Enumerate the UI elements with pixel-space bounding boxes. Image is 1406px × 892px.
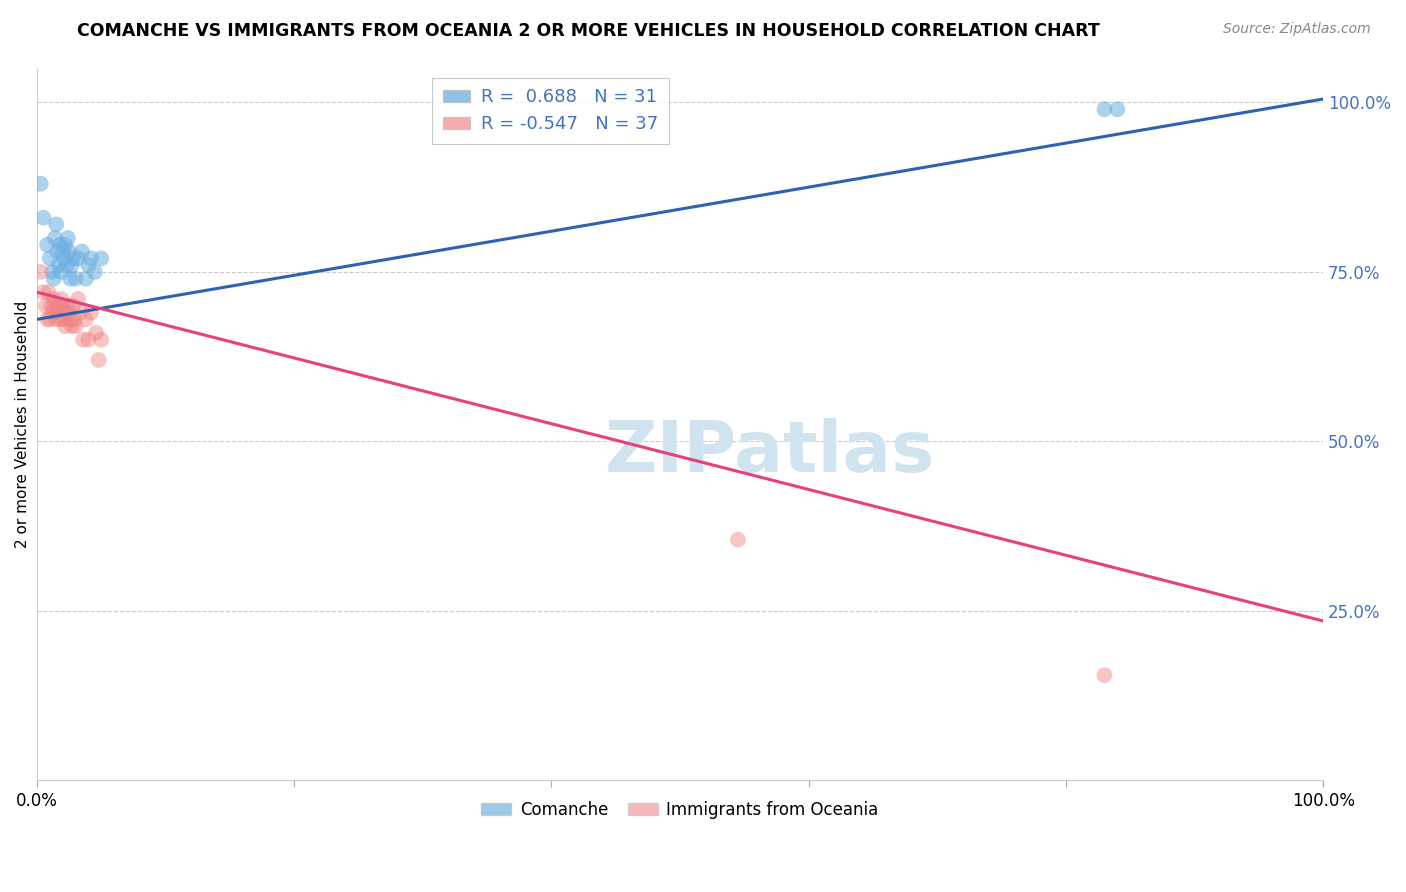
Point [90, 333, 112, 347]
Point [62, 299, 84, 313]
Point [727, 533, 749, 547]
Point [80, 252, 103, 266]
Point [38, 285, 60, 300]
Text: COMANCHE VS IMMIGRANTS FROM OCEANIA 2 OR MORE VEHICLES IN HOUSEHOLD CORRELATION : COMANCHE VS IMMIGRANTS FROM OCEANIA 2 OR… [77, 22, 1099, 40]
Point [51, 265, 73, 279]
Point [58, 305, 80, 319]
Point [48, 258, 70, 272]
Point [67, 252, 90, 266]
Point [63, 312, 86, 326]
Y-axis label: 2 or more Vehicles in Household: 2 or more Vehicles in Household [15, 301, 30, 548]
Point [60, 319, 83, 334]
Point [38, 312, 60, 326]
Point [1107, 102, 1129, 116]
Point [30, 177, 52, 191]
Point [52, 252, 75, 266]
Point [1094, 102, 1116, 116]
Point [49, 312, 72, 326]
Point [55, 258, 77, 272]
Point [70, 244, 93, 259]
Point [41, 305, 63, 319]
Point [72, 333, 94, 347]
Point [87, 353, 110, 368]
Text: ZIPatlas: ZIPatlas [605, 418, 935, 487]
Point [44, 299, 66, 313]
Point [1094, 668, 1116, 682]
Point [75, 271, 97, 285]
Point [67, 292, 90, 306]
Point [80, 305, 103, 319]
Point [37, 312, 59, 326]
Point [77, 333, 100, 347]
Point [59, 312, 82, 326]
Point [35, 299, 58, 313]
Point [45, 312, 67, 326]
Point [62, 252, 84, 266]
Point [46, 305, 69, 319]
Point [42, 271, 65, 285]
Point [52, 312, 75, 326]
Point [84, 326, 107, 340]
Point [77, 258, 100, 272]
Point [38, 252, 60, 266]
Point [42, 292, 65, 306]
Point [32, 285, 55, 300]
Point [75, 312, 97, 326]
Point [53, 319, 76, 334]
Point [46, 244, 69, 259]
Point [51, 292, 73, 306]
Point [49, 237, 72, 252]
Text: Source: ZipAtlas.com: Source: ZipAtlas.com [1223, 22, 1371, 37]
Legend: Comanche, Immigrants from Oceania: Comanche, Immigrants from Oceania [475, 794, 886, 825]
Point [55, 305, 77, 319]
Point [30, 265, 52, 279]
Point [69, 305, 91, 319]
Point [45, 218, 67, 232]
Point [60, 258, 83, 272]
Point [65, 271, 87, 285]
Point [58, 244, 80, 259]
Point [39, 299, 62, 313]
Point [52, 299, 75, 313]
Point [41, 265, 63, 279]
Point [56, 231, 79, 245]
Point [37, 237, 59, 252]
Point [44, 231, 66, 245]
Point [83, 265, 105, 279]
Point [90, 252, 112, 266]
Point [48, 299, 70, 313]
Point [52, 244, 75, 259]
Point [56, 299, 79, 313]
Point [53, 237, 76, 252]
Point [59, 271, 82, 285]
Point [32, 211, 55, 225]
Point [65, 319, 87, 334]
